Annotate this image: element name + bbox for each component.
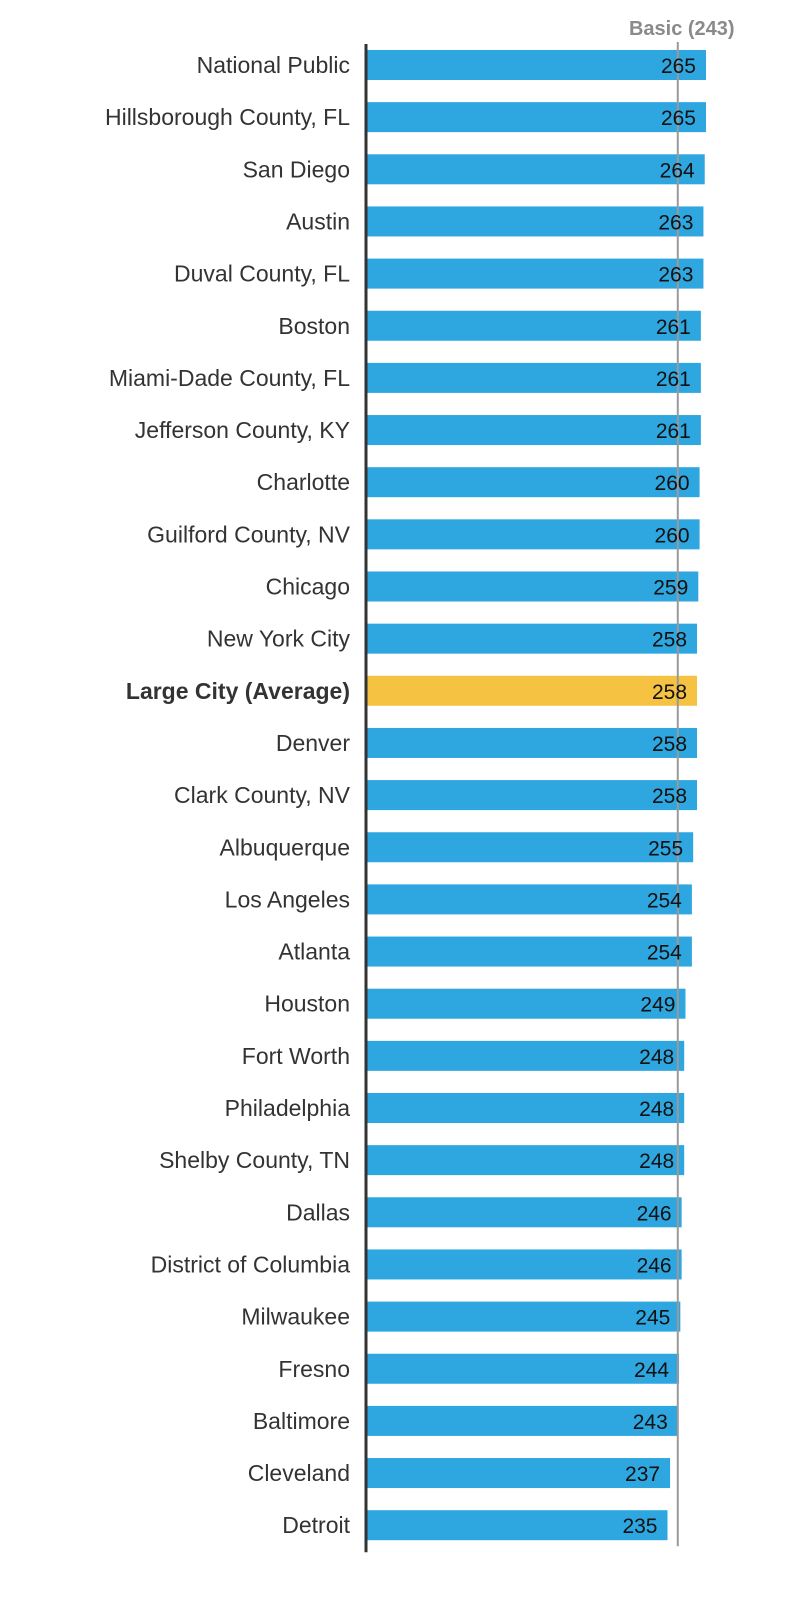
bar-philadelphia — [366, 1093, 685, 1123]
category-label-national-public: National Public — [197, 52, 350, 78]
category-label-jefferson-county-ky: Jefferson County, KY — [135, 417, 350, 443]
value-label-boston: 261 — [656, 316, 691, 339]
bar-national-public — [366, 50, 706, 80]
value-label-baltimore: 243 — [633, 1411, 668, 1434]
bar-baltimore — [366, 1405, 678, 1436]
bar-fort-worth — [366, 1040, 685, 1071]
bar-dallas — [366, 1197, 682, 1228]
value-label-san-diego: 264 — [660, 159, 695, 182]
bar-new-york-city — [366, 623, 698, 654]
bar-denver — [366, 727, 698, 758]
category-label-austin: Austin — [286, 208, 350, 234]
value-label-dallas: 246 — [637, 1202, 672, 1225]
category-labels-group: National Public Hillsborough County, FL Sa… — [105, 52, 351, 1538]
bar-san-diego — [366, 154, 705, 185]
bar-boston — [366, 310, 701, 341]
category-label-baltimore: Baltimore — [253, 1408, 350, 1434]
category-label-guilford-county-nv: Guilford County, NV — [147, 521, 350, 547]
value-label-austin: 263 — [658, 211, 693, 234]
value-label-philadelphia: 248 — [639, 1098, 674, 1121]
value-label-duval-county-fl: 263 — [658, 264, 693, 287]
value-label-atlanta: 254 — [647, 942, 682, 965]
value-label-albuquerque: 255 — [648, 837, 683, 860]
bar-district-of-columbia — [366, 1249, 682, 1280]
value-label-shelby-county-tn: 248 — [639, 1150, 674, 1173]
bar-clark-county-nv — [366, 780, 698, 811]
bar-shelby-county-tn — [366, 1145, 685, 1176]
category-label-philadelphia: Philadelphia — [225, 1095, 351, 1121]
bar-los-angeles — [366, 884, 692, 915]
category-label-los-angeles: Los Angeles — [225, 886, 350, 912]
category-label-albuquerque: Albuquerque — [220, 834, 350, 860]
value-label-charlotte: 260 — [655, 472, 690, 495]
value-label-national-public: 265 — [661, 55, 696, 78]
value-label-guilford-county-nv: 260 — [655, 524, 690, 547]
bar-jefferson-county-ky — [366, 415, 701, 446]
value-labels-group: 265 265 264 263 263 261 261 261 260 260 259 258 258 2… — [622, 55, 696, 1538]
category-label-denver: Denver — [276, 730, 350, 756]
bar-large-city-average — [366, 675, 698, 706]
value-label-milwaukee: 245 — [635, 1307, 670, 1330]
category-label-fort-worth: Fort Worth — [242, 1043, 350, 1069]
bar-detroit — [366, 1510, 668, 1541]
value-label-fort-worth: 248 — [639, 1046, 674, 1069]
category-label-fresno: Fresno — [278, 1356, 350, 1382]
category-label-district-of-columbia: District of Columbia — [151, 1251, 351, 1277]
category-label-milwaukee: Milwaukee — [241, 1304, 350, 1330]
category-label-chicago: Chicago — [266, 574, 350, 600]
category-label-detroit: Detroit — [282, 1512, 350, 1538]
value-label-hillsborough-county-fl: 265 — [661, 107, 696, 130]
value-label-detroit: 235 — [622, 1515, 657, 1538]
value-label-denver: 258 — [652, 733, 687, 756]
category-label-shelby-county-tn: Shelby County, TN — [159, 1147, 350, 1173]
value-label-houston: 249 — [640, 994, 675, 1017]
value-label-los-angeles: 254 — [647, 889, 682, 912]
category-label-clark-county-nv: Clark County, NV — [174, 782, 351, 808]
bar-austin — [366, 206, 704, 237]
category-label-miami-dade-county-fl: Miami-Dade County, FL — [109, 365, 350, 391]
category-label-dallas: Dallas — [286, 1199, 350, 1225]
category-label-san-diego: San Diego — [243, 156, 350, 182]
value-label-clark-county-nv: 258 — [652, 785, 687, 808]
bar-duval-county-fl — [366, 258, 704, 289]
category-label-large-city-average: Large City (Average) — [126, 678, 350, 704]
bar-miami-dade-county-fl — [366, 362, 701, 393]
bar-milwaukee — [366, 1301, 681, 1332]
value-label-cleveland: 237 — [625, 1463, 660, 1486]
bar-chicago — [366, 571, 699, 602]
value-label-fresno: 244 — [634, 1359, 669, 1382]
category-label-atlanta: Atlanta — [278, 939, 350, 965]
bar-guilford-county-nv — [366, 519, 700, 550]
category-label-cleveland: Cleveland — [248, 1460, 350, 1486]
bar-fresno — [366, 1353, 680, 1384]
category-label-hillsborough-county-fl: Hillsborough County, FL — [105, 104, 350, 130]
category-label-houston: Houston — [264, 991, 350, 1017]
bars-group — [366, 50, 706, 1541]
value-label-district-of-columbia: 246 — [637, 1254, 672, 1277]
bar-charlotte — [366, 467, 700, 498]
category-label-new-york-city: New York City — [207, 626, 351, 652]
basic-reference-label: Basic (243) — [629, 18, 735, 40]
bar-hillsborough-county-fl — [366, 102, 706, 133]
value-label-jefferson-county-ky: 261 — [656, 420, 691, 443]
bar-houston — [366, 988, 686, 1019]
category-label-charlotte: Charlotte — [257, 469, 350, 495]
category-label-boston: Boston — [278, 313, 350, 339]
bar-cleveland — [366, 1458, 671, 1489]
value-label-large-city-average: 258 — [652, 681, 687, 704]
bar-albuquerque — [366, 832, 694, 863]
bar-atlanta — [366, 936, 692, 967]
value-label-miami-dade-county-fl: 261 — [656, 368, 691, 391]
value-label-chicago: 259 — [653, 577, 688, 600]
category-label-duval-county-fl: Duval County, FL — [174, 261, 350, 287]
value-label-new-york-city: 258 — [652, 629, 687, 652]
